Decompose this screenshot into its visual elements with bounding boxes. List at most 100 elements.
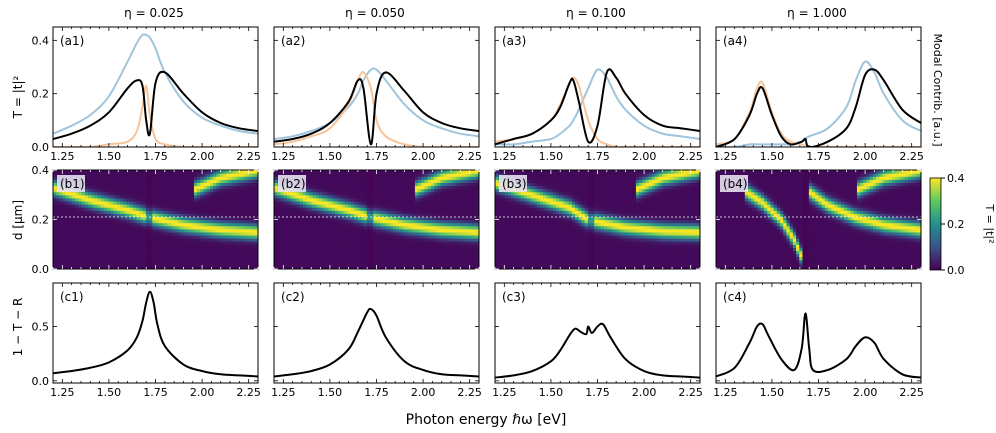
heatmap-cell	[299, 244, 304, 248]
heatmap-cell	[232, 250, 237, 255]
heatmap-cell	[347, 197, 352, 202]
panel-label: (a1)	[60, 34, 84, 48]
heatmap-cell	[206, 265, 211, 269]
heatmap-cell	[174, 216, 179, 221]
heatmap-cell	[206, 194, 211, 199]
heatmap-cell	[113, 231, 118, 236]
heatmap-cell	[312, 179, 317, 183]
heatmap-cell	[306, 216, 310, 221]
heatmap-cell	[254, 219, 258, 224]
heatmap-cell	[104, 210, 109, 214]
heatmap-cell	[120, 207, 125, 211]
heatmap-cell	[78, 216, 83, 221]
heatmap-cell	[437, 200, 442, 205]
heatmap-cell	[251, 179, 256, 183]
heatmap-cell	[193, 244, 198, 248]
heatmap-cell	[139, 231, 144, 236]
heatmap-cell	[376, 225, 381, 230]
heatmap-cell	[110, 216, 115, 221]
heatmap-cell	[165, 173, 169, 177]
heatmap-cell	[437, 213, 442, 217]
heatmap-cell	[495, 188, 499, 193]
heatmap-cell	[165, 231, 169, 236]
heatmap-cell	[411, 225, 416, 230]
heatmap-cell	[181, 176, 185, 180]
heatmap-cell	[216, 265, 221, 269]
heatmap-cell	[277, 238, 281, 242]
heatmap-cell	[398, 265, 403, 269]
heatmap-cell	[203, 234, 208, 239]
heatmap-cell	[370, 241, 374, 245]
heatmap-cell	[309, 250, 314, 255]
heatmap-cell	[104, 182, 109, 187]
heatmap-cell	[411, 262, 416, 267]
heatmap-cell	[216, 228, 221, 233]
heatmap-cell	[504, 222, 509, 227]
heatmap-cell	[129, 241, 134, 245]
heatmap-cell	[530, 234, 535, 239]
heatmap-cell	[456, 185, 461, 190]
heatmap-cell	[187, 250, 192, 255]
heatmap-cell	[174, 207, 179, 211]
heatmap-cell	[440, 250, 445, 255]
heatmap-cell	[495, 185, 499, 190]
heatmap-cell	[427, 241, 432, 245]
heatmap-cell	[331, 244, 336, 248]
heatmap-cell	[97, 204, 102, 208]
heatmap-cell	[245, 207, 249, 211]
heatmap-cell	[350, 200, 355, 205]
heatmap-cell	[296, 234, 301, 239]
heatmap-cell	[299, 207, 304, 211]
heatmap-cell	[197, 182, 201, 187]
heatmap-cell	[504, 170, 509, 174]
heatmap-cell	[418, 225, 422, 230]
heatmap-cell	[389, 188, 394, 193]
heatmap-cell	[241, 225, 246, 230]
heatmap-cell	[386, 204, 390, 208]
heatmap-cell	[232, 213, 237, 217]
heatmap-cell	[379, 238, 384, 242]
heatmap-cell	[440, 188, 445, 193]
heatmap-cell	[88, 176, 93, 180]
heatmap-cell	[331, 265, 336, 269]
heatmap-cell	[331, 170, 336, 174]
heatmap-cell	[459, 200, 464, 205]
heatmap-cell	[120, 241, 125, 245]
heatmap-cell	[72, 244, 77, 248]
heatmap-cell	[408, 179, 413, 183]
heatmap-cell	[94, 210, 99, 214]
heatmap-cell	[171, 182, 176, 187]
heatmap-cell	[366, 259, 371, 264]
heatmap-cell	[85, 204, 89, 208]
heatmap-cell	[443, 265, 448, 269]
heatmap-cell	[123, 250, 128, 255]
heatmap-cell	[360, 247, 365, 252]
heatmap-cell	[59, 244, 64, 248]
heatmap-cell	[315, 222, 320, 227]
heatmap-cell	[402, 176, 406, 180]
heatmap-cell	[418, 176, 422, 180]
heatmap-cell	[222, 244, 227, 248]
heatmap-cell	[443, 179, 448, 183]
heatmap-cell	[459, 216, 464, 221]
heatmap-cell	[389, 210, 394, 214]
heatmap-cell	[405, 228, 410, 233]
heatmap-cell	[475, 234, 479, 239]
heatmap-cell	[334, 179, 339, 183]
heatmap-cell	[331, 262, 336, 267]
heatmap-cell	[424, 179, 429, 183]
heatmap-cell	[517, 197, 522, 202]
heatmap-cell	[283, 173, 288, 177]
heatmap-cell	[376, 250, 381, 255]
heatmap-cell	[110, 228, 115, 233]
heatmap-cell	[110, 194, 115, 199]
heatmap-cell	[245, 185, 249, 190]
heatmap-cell	[331, 204, 336, 208]
heatmap-cell	[437, 204, 442, 208]
heatmap-cell	[245, 265, 249, 269]
heatmap-cell	[145, 238, 150, 242]
y-tick-label: 0.4	[32, 34, 50, 47]
heatmap-cell	[440, 197, 445, 202]
heatmap-cell	[446, 216, 451, 221]
heatmap-cell	[331, 250, 336, 255]
